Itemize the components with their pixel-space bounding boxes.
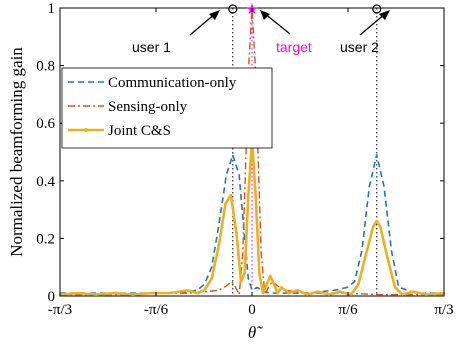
series-point bbox=[280, 286, 283, 289]
series-point bbox=[393, 286, 397, 289]
x-tick-label: π/3 bbox=[434, 302, 453, 318]
series-point bbox=[386, 257, 389, 260]
y-axis-label: Normalized beamforming gain bbox=[7, 47, 26, 257]
series-point bbox=[247, 194, 250, 197]
axis-ticks: -π/3 -π/6 0 π/6 π/3 0 0.2 0.4 0.6 0.8 1 bbox=[36, 1, 453, 318]
user1-marker bbox=[228, 4, 238, 14]
x-axis-label: θ̃ bbox=[248, 323, 263, 342]
series-point bbox=[254, 194, 257, 197]
series-point bbox=[412, 290, 415, 293]
x-tick-label: 0 bbox=[248, 302, 256, 318]
user2-arrow bbox=[359, 12, 387, 36]
series-point bbox=[235, 231, 238, 234]
user1-label: user 1 bbox=[132, 39, 171, 55]
series-point bbox=[349, 293, 353, 296]
target-label: target bbox=[276, 39, 312, 55]
series-point bbox=[316, 290, 320, 293]
legend-marker bbox=[84, 128, 88, 132]
legend: Communication-only Sensing-only Joint C&S bbox=[61, 67, 273, 149]
series-point bbox=[287, 291, 290, 295]
series-point bbox=[379, 225, 382, 229]
y-tick-label: 0.8 bbox=[36, 59, 55, 75]
y-tick-label: 1 bbox=[48, 1, 56, 17]
series-point bbox=[217, 242, 221, 246]
series-point bbox=[131, 293, 135, 296]
y-tick-label: 0.2 bbox=[36, 231, 55, 247]
annotation-user1: user 1 bbox=[132, 10, 220, 55]
series-point bbox=[296, 289, 300, 292]
series-line-0 bbox=[60, 154, 444, 294]
series-point bbox=[149, 291, 153, 295]
user2-arrowhead bbox=[379, 10, 390, 20]
series-point bbox=[327, 293, 331, 296]
series-point bbox=[371, 225, 375, 229]
series-point bbox=[224, 202, 227, 206]
annotation-user2: user 2 bbox=[340, 10, 390, 55]
series-point bbox=[357, 283, 360, 286]
series-point bbox=[76, 291, 80, 295]
x-tick-label: -π/3 bbox=[48, 302, 72, 318]
series-point bbox=[305, 293, 309, 296]
legend-box bbox=[61, 67, 273, 149]
legend-label: Joint C&S bbox=[108, 123, 171, 139]
user2-marker bbox=[372, 4, 382, 14]
y-tick-label: 0.6 bbox=[36, 116, 55, 132]
series-point bbox=[113, 291, 116, 295]
series-point bbox=[338, 290, 342, 293]
x-tick-label: π/6 bbox=[338, 302, 358, 318]
series-point bbox=[210, 277, 213, 280]
series-point bbox=[272, 283, 276, 286]
target-arrow bbox=[263, 12, 291, 35]
series-point bbox=[186, 289, 190, 292]
annotation-target: target bbox=[260, 10, 312, 55]
series-point bbox=[203, 289, 206, 292]
series-point bbox=[243, 271, 246, 275]
series-point bbox=[168, 291, 171, 295]
y-tick-label: 0 bbox=[48, 289, 56, 305]
y-tick-label: 0.4 bbox=[36, 174, 55, 190]
legend-label: Sensing-only bbox=[108, 99, 188, 115]
series-point bbox=[94, 293, 98, 296]
series-point bbox=[258, 271, 261, 275]
user1-arrowhead bbox=[209, 10, 220, 20]
x-tick-label: -π/6 bbox=[144, 302, 169, 318]
target-arrowhead bbox=[260, 10, 270, 20]
legend-label: Communication-only bbox=[108, 75, 237, 91]
series-point bbox=[375, 219, 378, 223]
series-point bbox=[401, 293, 404, 296]
series-point bbox=[239, 280, 243, 283]
series-point bbox=[276, 291, 279, 295]
series-point bbox=[364, 254, 367, 257]
series-point bbox=[265, 283, 268, 286]
series-point bbox=[424, 293, 428, 296]
series-point bbox=[229, 194, 233, 197]
series-point bbox=[269, 274, 272, 278]
user2-label: user 2 bbox=[340, 39, 379, 55]
legend-items: Communication-only Sensing-only Joint C&S bbox=[68, 75, 237, 139]
series-group bbox=[58, 7, 446, 296]
series-point bbox=[261, 291, 265, 295]
series-point bbox=[195, 291, 199, 295]
